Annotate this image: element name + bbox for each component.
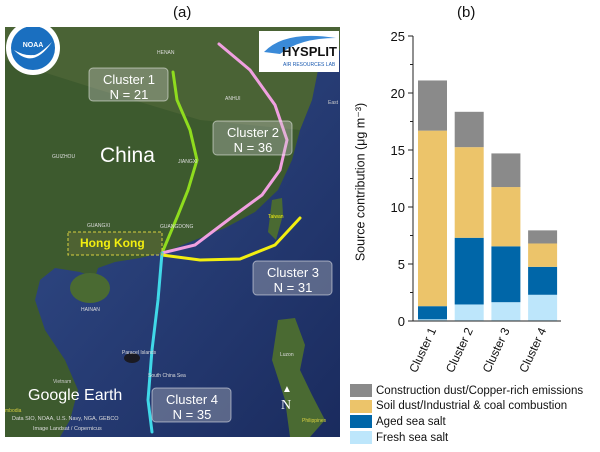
place-hainan: HAINAN <box>81 307 100 313</box>
legend-label: Fresh sea salt <box>376 431 449 444</box>
place-east: East <box>328 100 339 106</box>
cluster-name: Cluster 2 <box>226 125 280 140</box>
hysplit-logo-text: HYSPLIT <box>282 44 337 59</box>
cluster-count: N = 35 <box>172 407 212 422</box>
place-luzon: Luzon <box>280 352 294 358</box>
hysplit-swoosh <box>264 35 336 54</box>
legend-label: Construction dust/Copper-rich emissions <box>376 384 584 397</box>
legend-item: Soil dust/Industrial & coal combustion <box>350 399 567 414</box>
bar-segment <box>454 111 484 148</box>
panel-a-label: (a) <box>173 4 192 21</box>
bar-segment <box>528 230 558 244</box>
noaa-logo-inner <box>11 27 55 70</box>
legend-swatch <box>350 431 372 445</box>
cluster-1-label: Cluster 1 N = 21 <box>95 72 163 102</box>
legend-item: Aged sea salt <box>350 414 446 429</box>
place-paracel-islands: Paracel Islands <box>122 350 157 356</box>
hainan-island <box>70 273 110 303</box>
bar-segment <box>418 130 447 307</box>
cluster-count: N = 31 <box>273 280 313 295</box>
bar-segment <box>528 266 558 295</box>
bar-segment <box>491 302 521 321</box>
y-tick-label: 25 <box>391 29 405 44</box>
place-vietnam: Vietnam <box>53 379 72 385</box>
y-axis-label: Source contribution (μg m⁻³) <box>353 102 368 262</box>
google-earth-logo: Google Earth <box>28 387 123 404</box>
place-south-china-sea: South China Sea <box>148 373 186 379</box>
place-taiwan: Taiwan <box>268 214 284 220</box>
mainland-land <box>5 27 340 437</box>
bar-segment <box>418 80 447 131</box>
cluster-2-box <box>212 120 293 156</box>
cluster-name: Cluster 3 <box>266 265 320 280</box>
bar-segment <box>491 246 521 303</box>
bar-segment <box>528 294 558 321</box>
hysplit-logo-subtext: AIR RESOURCES LAB <box>283 62 336 68</box>
place-guizhou: GUIZHOU <box>52 154 76 160</box>
china-label: China <box>100 144 155 167</box>
cluster-count: N = 21 <box>109 87 149 102</box>
north-label: N <box>281 398 292 413</box>
x-tick-label: Cluster 2 <box>443 325 476 375</box>
legend-label: Aged sea salt <box>376 415 446 428</box>
legend-swatch <box>350 384 372 397</box>
legend-item: Construction dust/Copper-rich emissions <box>350 383 583 398</box>
hong-kong-label: Hong Kong <box>80 236 145 250</box>
cluster-name: Cluster 4 <box>165 392 219 407</box>
place-guangdong: GUANGDONG <box>160 224 194 230</box>
attribution-image: Image Landsat / Copernicus <box>33 426 102 432</box>
cluster-2-label: Cluster 2 N = 36 <box>219 125 287 155</box>
place-guangxi: GUANGXI <box>87 223 111 229</box>
trajectory-cluster-2 <box>160 42 289 255</box>
trajectory-cluster-4 <box>146 251 164 434</box>
cluster-3-label: Cluster 3 N = 31 <box>259 265 327 295</box>
bar-segment <box>418 319 447 321</box>
cluster-4-label: Cluster 4 N = 35 <box>158 392 226 422</box>
bar-segment <box>454 147 484 238</box>
north-arrow-icon: ▲ <box>282 384 292 395</box>
legend-swatch <box>350 415 372 429</box>
trajectory-cluster-1 <box>160 70 199 255</box>
bar-segment <box>491 153 521 188</box>
y-tick-label: 20 <box>391 86 405 101</box>
bar-segment <box>528 243 558 267</box>
place-philippines: Philippines <box>302 418 327 424</box>
y-tick-label: 0 <box>398 314 405 329</box>
cluster-3-box <box>252 260 333 296</box>
noaa-logo-text: NOAA <box>22 42 44 49</box>
hong-kong-box <box>67 231 163 256</box>
stacked-bar-chart: Cluster 1 Cluster 2 Cluster 3 Cluster 4 0 5 10… <box>391 29 561 375</box>
x-tick-label: Cluster 1 <box>406 325 439 375</box>
noaa-bird <box>14 42 52 59</box>
taiwan-island <box>268 198 283 240</box>
bar-segment <box>418 306 447 320</box>
cluster-4-box <box>151 387 232 423</box>
cluster-1-box <box>88 67 169 102</box>
legend-swatch <box>350 399 372 413</box>
x-tick-label: Cluster 3 <box>480 325 513 375</box>
legend-label: Soil dust/Industrial & coal combustion <box>376 400 568 413</box>
x-tick-label: Cluster 4 <box>516 325 549 375</box>
bar-segment <box>454 304 484 321</box>
attribution-data: Data SIO, NOAA, U.S. Navy, NGA, GEBCO <box>12 416 119 422</box>
bar-segment <box>491 187 521 247</box>
y-tick-label: 5 <box>398 257 405 272</box>
map <box>5 27 340 437</box>
place-cambodia: mbodia <box>5 408 22 414</box>
paracel-islands <box>124 353 140 363</box>
place-henan: HENAN <box>157 50 175 56</box>
place-jiangxi: JIANGXI <box>178 159 198 165</box>
panel-b-label: (b) <box>457 4 476 21</box>
trajectory-cluster-3 <box>160 216 302 262</box>
legend-item: Fresh sea salt <box>350 430 448 445</box>
luzon-island <box>272 318 325 437</box>
place-anhui: ANHUI <box>225 96 241 102</box>
cluster-name: Cluster 1 <box>102 72 156 87</box>
y-tick-label: 15 <box>391 143 405 158</box>
cluster-count: N = 36 <box>233 140 273 155</box>
y-tick-label: 10 <box>391 200 405 215</box>
bar-segment <box>454 237 484 305</box>
